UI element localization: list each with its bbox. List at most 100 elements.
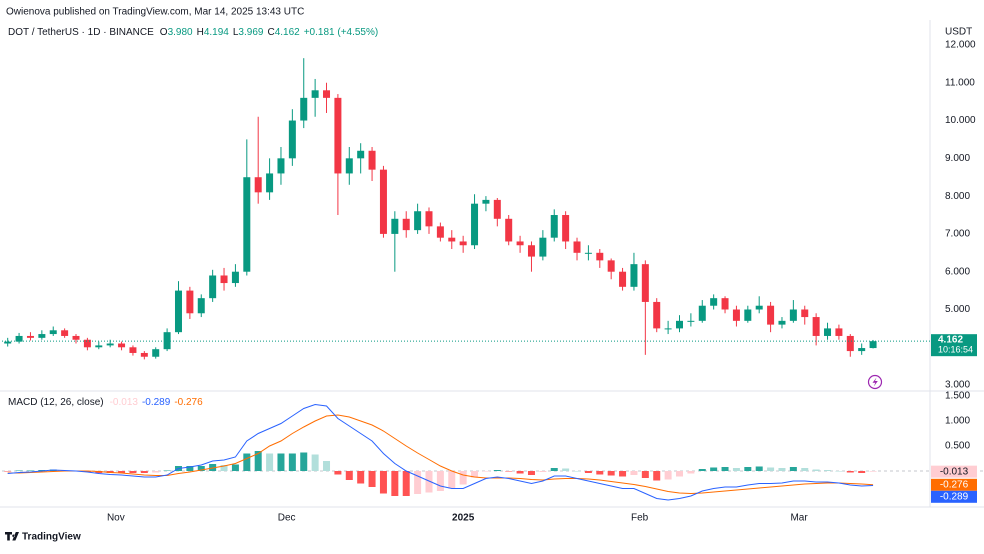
candle-body	[607, 260, 615, 272]
alert-bolt	[872, 377, 878, 387]
histogram-bar	[562, 468, 570, 471]
histogram-bar	[4, 471, 12, 472]
histogram-bar	[140, 471, 148, 473]
symbol-legend: DOT / TetherUS · 1D · BINANCE O3.980 H4.19…	[8, 27, 378, 38]
y-tick-label: 0.500	[945, 441, 970, 452]
alert-icon[interactable]	[867, 374, 883, 390]
candle-body	[220, 275, 228, 284]
histogram-bar	[732, 468, 740, 471]
y-tick-label: 1.500	[945, 391, 970, 402]
candle-body	[288, 120, 296, 159]
x-tick-label: Dec	[278, 513, 296, 524]
candle-body	[95, 345, 103, 348]
brand-logo[interactable]: TradingView	[5, 532, 81, 543]
x-tick-label: Feb	[631, 513, 649, 524]
candle-body	[61, 330, 69, 336]
y-tick-label: 8.000	[945, 191, 970, 202]
candle-body	[140, 352, 148, 357]
candle-body	[516, 241, 524, 246]
candle-body	[869, 341, 877, 349]
publisher-header: Owienova published on TradingView.com, M…	[6, 7, 304, 18]
histogram-bar	[391, 471, 399, 496]
candle-body	[778, 320, 786, 325]
candle-body	[744, 309, 752, 321]
macd-value: -0.289	[142, 397, 171, 408]
candle-body	[106, 343, 114, 346]
value-badge-label: -0.276	[940, 479, 969, 490]
x-tick-label: Mar	[790, 513, 808, 524]
legend-key: H	[197, 27, 204, 38]
candle-body	[254, 177, 262, 193]
histogram-bar	[197, 466, 205, 471]
histogram-bar	[539, 471, 547, 472]
histogram-bar	[277, 453, 285, 471]
legend-change: +0.181 (+4.55%)	[304, 27, 379, 38]
histogram-bar	[425, 471, 433, 493]
histogram-bar	[687, 471, 695, 474]
candle-body	[345, 158, 353, 174]
histogram-bar	[721, 467, 729, 471]
histogram-bar	[448, 471, 456, 489]
candle-body	[391, 218, 399, 234]
histogram-bar	[630, 471, 638, 475]
histogram-bar	[755, 466, 763, 471]
candles	[4, 58, 877, 360]
candle-body	[687, 320, 695, 322]
y-tick-label: 11.000	[945, 77, 975, 88]
histogram-bar	[379, 471, 387, 494]
histogram-bar	[163, 470, 171, 471]
x-tick-label: 2025	[452, 513, 475, 524]
signal-value: -0.276	[174, 397, 203, 408]
histogram-bar	[789, 467, 797, 471]
histogram-bar	[846, 471, 854, 473]
y-tick-label: 1.000	[945, 416, 970, 427]
candle-body	[653, 301, 661, 329]
legend-value: 3.969	[238, 27, 263, 38]
x-tick-label: Nov	[107, 513, 125, 524]
current-price-badge	[931, 334, 977, 357]
alert-circle	[867, 374, 883, 390]
histogram-bar	[778, 468, 786, 471]
legend-key: L	[233, 27, 239, 38]
brand-name: TradingView	[22, 532, 81, 543]
candle-body	[129, 347, 137, 353]
histogram-bar	[664, 471, 672, 480]
candle-body	[15, 335, 23, 342]
y-tick-label: 9.000	[945, 153, 970, 164]
candle-body	[277, 158, 285, 174]
histogram-bar	[607, 471, 615, 476]
candle-body	[675, 320, 683, 329]
candle-body	[425, 211, 433, 227]
macd-legend: MACD (12, 26, close) -0.013 -0.289 -0.276	[8, 397, 203, 408]
candle-body	[801, 309, 809, 318]
candle-body	[664, 328, 672, 330]
legend-value: 3.980	[168, 27, 193, 38]
histogram-bar	[459, 471, 467, 485]
candle-body	[436, 226, 444, 238]
histogram-bar	[311, 454, 319, 471]
histogram-bar	[641, 471, 649, 478]
histogram-bar	[812, 469, 820, 471]
value-badge-label: -0.289	[940, 491, 969, 502]
histogram-bar	[471, 471, 479, 478]
histogram-bar	[436, 471, 444, 491]
symbol-name: DOT / TetherUS · 1D · BINANCE	[8, 27, 154, 38]
value-badge-label: -0.013	[940, 466, 969, 477]
histogram-bar	[698, 469, 706, 471]
signal-line	[7, 414, 874, 495]
candle-body	[721, 298, 729, 310]
histogram-bar	[493, 470, 501, 471]
candle-body	[266, 173, 274, 193]
y-tick-label: 6.000	[945, 266, 970, 277]
macd-line	[7, 403, 874, 501]
candle-body	[812, 317, 820, 336]
histogram-bar	[824, 470, 832, 471]
candle-body	[448, 237, 456, 242]
legend-value: 4.162	[275, 27, 300, 38]
logo-mark	[5, 532, 19, 541]
histogram-bar	[869, 471, 877, 472]
candle-body	[755, 305, 763, 310]
histogram-bar	[300, 452, 308, 471]
histogram-bar	[710, 467, 718, 471]
